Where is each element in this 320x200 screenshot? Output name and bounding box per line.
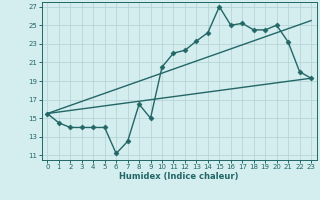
X-axis label: Humidex (Indice chaleur): Humidex (Indice chaleur) xyxy=(119,172,239,181)
